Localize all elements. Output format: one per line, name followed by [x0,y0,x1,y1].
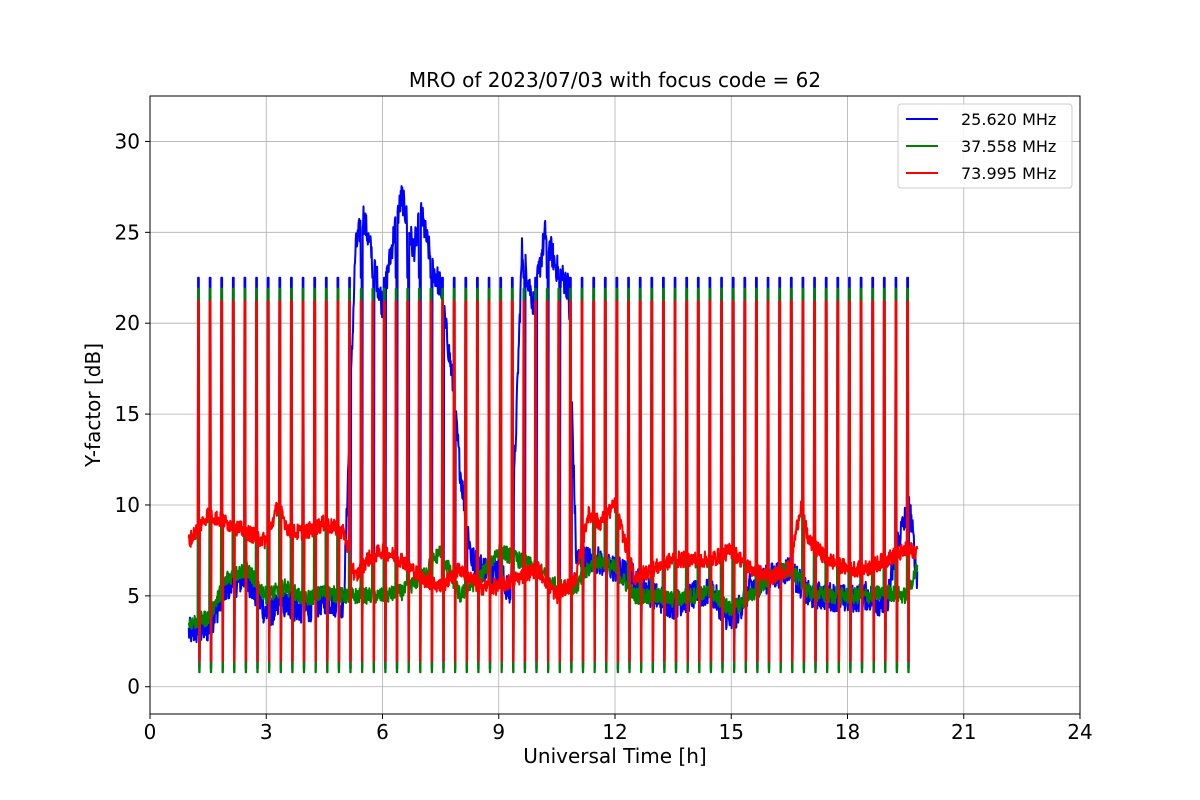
series-layer [187,185,919,674]
y-tick-label: 20 [115,311,140,335]
x-tick-label: 12 [602,720,627,744]
legend: 25.620 MHz 37.558 MHz 73.995 MHz [897,103,1073,189]
y-tick-label: 0 [127,675,140,699]
x-axis: 0 3 6 9 12 15 18 21 24 [144,714,1093,744]
y-axis-label: Y-factor [dB] [81,343,105,468]
series-line-0 [187,185,919,670]
legend-box [897,103,1073,189]
legend-label-2: 73.995 MHz [961,164,1056,183]
series-line-2 [187,300,919,663]
x-tick-label: 15 [719,720,744,744]
chart-title: MRO of 2023/07/03 with focus code = 62 [409,68,821,92]
y-tick-label: 10 [115,493,140,517]
y-tick-label: 25 [115,220,140,244]
y-tick-label: 5 [127,584,140,608]
y-axis: 0 5 10 15 20 25 30 [115,129,150,699]
x-tick-label: 3 [260,720,273,744]
y-tick-label: 15 [115,402,140,426]
legend-label-0: 25.620 MHz [961,110,1056,129]
series-line-1 [187,287,919,674]
x-tick-label: 18 [835,720,860,744]
x-tick-label: 9 [492,720,505,744]
legend-label-1: 37.558 MHz [961,137,1056,156]
y-tick-label: 30 [115,129,140,153]
x-tick-label: 24 [1067,720,1092,744]
x-tick-label: 0 [144,720,157,744]
x-axis-label: Universal Time [h] [523,744,706,768]
x-tick-label: 6 [376,720,389,744]
x-tick-label: 21 [951,720,976,744]
